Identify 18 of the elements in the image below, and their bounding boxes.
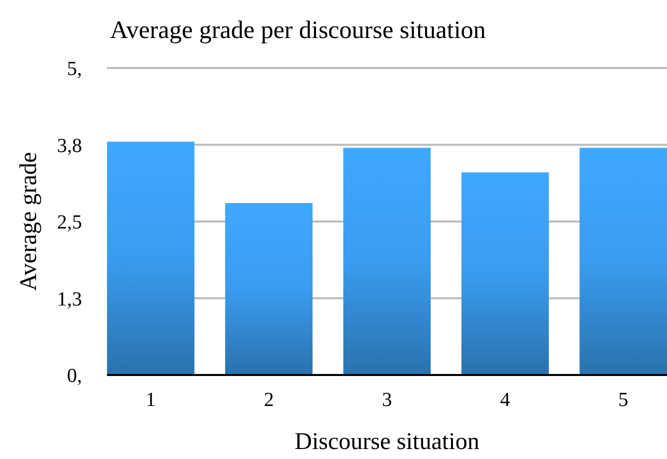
x-tick-label: 4 [500,389,510,411]
x-tick-label: 3 [382,389,392,411]
bar [461,172,549,375]
y-tick-label: 5, [67,58,82,80]
y-tick-label: 2,5 [57,212,82,234]
y-tick-label: 1,3 [57,288,82,310]
y-axis-title: Average grade [16,152,42,291]
x-tick-label: 2 [264,389,274,411]
x-axis-title: Discourse situation [294,429,480,455]
bar [107,142,194,375]
bar [343,148,431,375]
y-tick-label: 0, [67,365,82,387]
y-tick-label: 3,8 [57,134,82,157]
bar [580,148,667,375]
chart-title: Average grade per discourse situation [110,17,486,44]
bar [225,203,313,375]
x-tick-label: 1 [146,389,156,411]
x-tick-label: 5 [618,389,628,411]
